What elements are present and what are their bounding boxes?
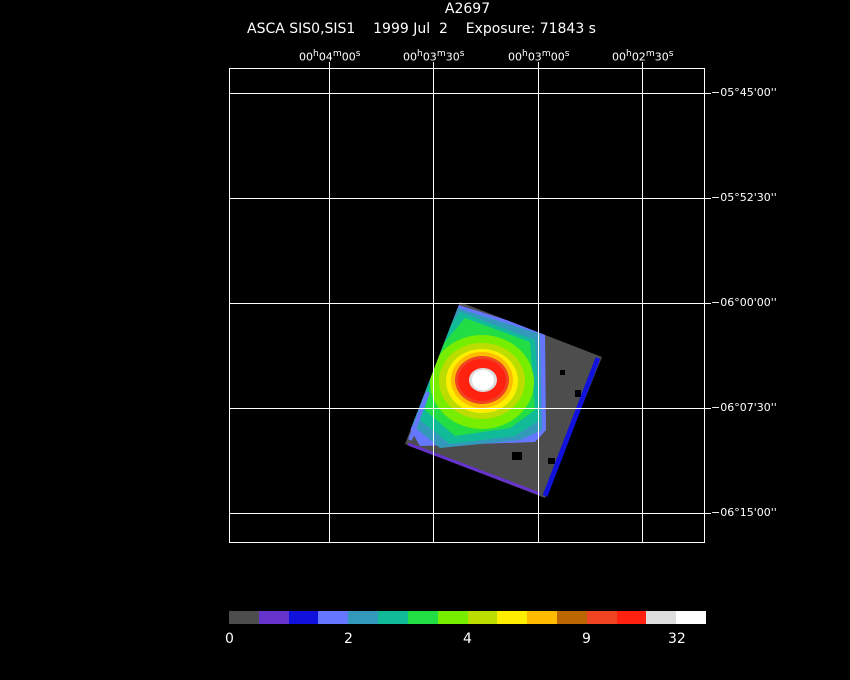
ra-tick-label: 00h02m30s [612,48,674,64]
image-title: A2697 [444,1,491,17]
colorbar-segment [467,611,498,624]
dec-tick-label: −06°00'00'' [711,296,777,309]
colorbar-segment [229,611,259,624]
ra-tick-label: 00h03m30s [403,48,465,64]
axis-ticks [329,62,711,514]
colorbar-segment [258,611,289,624]
observation-subtitle: ASCA SIS0,SIS1 1999 Jul 2 Exposure: 7184… [247,21,596,37]
colorbar-label: 32 [668,631,686,647]
detector-edge [408,391,430,441]
colorbar-segment [497,611,528,624]
colorbar-segment [348,611,379,624]
colorbar-segment [378,611,408,624]
colorbar-segment [556,611,587,624]
colorbar-segment [676,611,706,624]
coordinate-grid [230,69,704,542]
colorbar-segment [586,611,617,624]
colorbar-segment [407,611,438,624]
dec-tick-label: −05°52'30'' [711,191,777,204]
colorbar-segment [437,611,468,624]
ra-tick-label: 00h03m00s [508,48,570,64]
chip-gap [560,370,565,375]
detector-edge [407,442,541,496]
colorbar-segment [288,611,319,624]
dec-tick-label: −05°45'00'' [711,86,777,99]
colorbar-label: 4 [463,631,472,647]
dec-tick-label: −06°07'30'' [711,401,777,414]
colorbar-segment [527,611,557,624]
ra-tick-label: 00h04m00s [299,48,361,64]
colorbar-label: 2 [344,631,353,647]
colorbar [229,611,706,624]
chip-gap [575,390,581,397]
cluster-core [472,370,494,390]
chip-gap [548,458,555,464]
colorbar-segment [646,611,677,624]
colorbar-label: 0 [225,631,234,647]
detector-image [230,69,704,542]
dec-tick-label: −06°15'00'' [711,506,777,519]
colorbar-segment [616,611,647,624]
detector-edge [542,357,601,497]
colorbar-segment [318,611,349,624]
colorbar-label: 9 [582,631,591,647]
plot-frame [229,68,705,543]
chip-gap [512,452,522,460]
